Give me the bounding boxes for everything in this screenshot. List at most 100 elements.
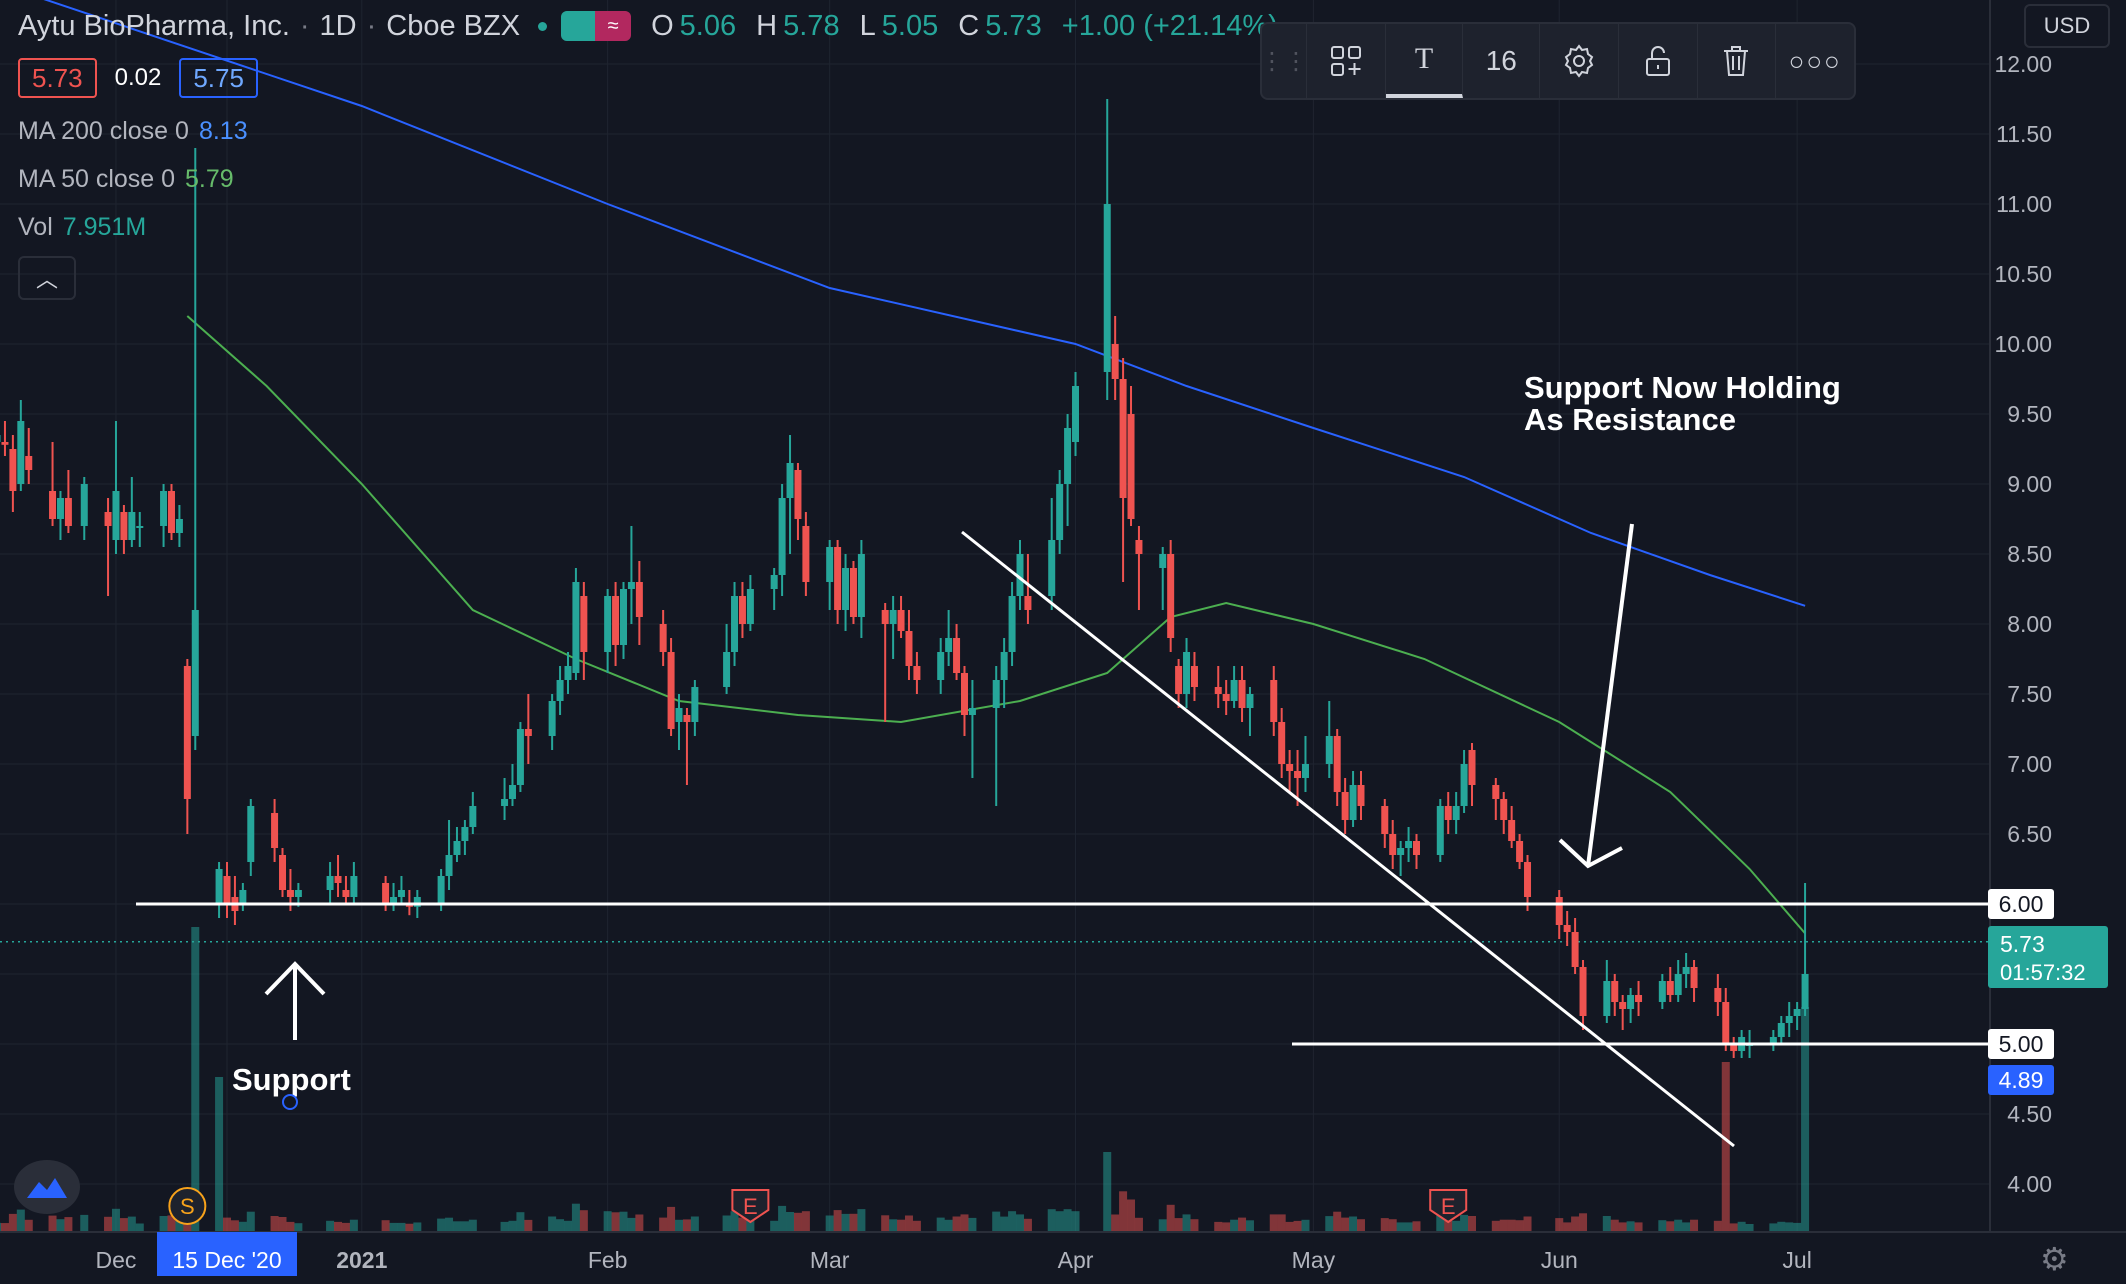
candle [1635, 981, 1643, 1016]
volume-bar [437, 1218, 446, 1232]
volume-bar [1452, 1220, 1461, 1232]
candle [1452, 792, 1460, 834]
time-axis[interactable]: Dec 15 Dec '20 2021 Feb Mar Apr May Jun Jul [0, 1231, 2126, 1276]
candle [913, 652, 921, 694]
candle [953, 624, 961, 680]
candle-body [572, 582, 580, 673]
candle-body [612, 596, 620, 645]
volume-bar [801, 1211, 810, 1232]
candle-body [945, 638, 953, 652]
volume-bar [1222, 1222, 1231, 1232]
candle [1690, 960, 1698, 1002]
templates-icon[interactable] [1307, 24, 1386, 98]
candle [1555, 890, 1563, 939]
volume-legend[interactable]: Vol 7.951M [18, 210, 1284, 244]
collapse-legend-button[interactable]: ︿ [18, 256, 76, 300]
settings-gear-icon[interactable] [1540, 24, 1619, 98]
candle-body [683, 715, 691, 722]
event-marker-label: S [180, 1194, 195, 1219]
volume-bar [468, 1219, 477, 1232]
interval[interactable]: 1D [319, 9, 357, 42]
ask-button[interactable]: 5.75 [179, 58, 258, 98]
candle [1579, 960, 1587, 1030]
candle [1064, 414, 1072, 526]
drag-handle-icon[interactable]: ⋮⋮ [1260, 24, 1308, 98]
current-price-label: 5.73 [2000, 931, 2045, 957]
candle [1, 421, 9, 456]
volume-bar [1777, 1221, 1786, 1232]
symbol-name[interactable]: Aytu BioPharma, Inc. [18, 9, 290, 42]
candle [1119, 358, 1127, 582]
drawings[interactable]: Support Support Now Holding As Resistanc… [136, 370, 1990, 1148]
candle [1111, 316, 1119, 400]
replay-toggle[interactable]: ≈ [561, 11, 632, 41]
price-tick-label: 11.50 [1996, 121, 2052, 147]
split-marker-icon[interactable]: S [168, 1187, 207, 1225]
volume-bar [746, 1216, 755, 1232]
volume-bar [294, 1223, 303, 1232]
volume-bar [1721, 1062, 1730, 1232]
earnings-marker-icon[interactable]: E [1429, 1189, 1468, 1224]
tradingview-logo-icon[interactable] [14, 1160, 80, 1214]
candle [834, 540, 842, 624]
volume-bar [778, 1205, 787, 1232]
ma200-legend[interactable]: MA 200 close 0 8.13 [18, 114, 1284, 148]
earnings-marker-icon[interactable]: E [731, 1189, 770, 1224]
candle-body [1389, 834, 1397, 855]
unlock-icon[interactable] [1619, 24, 1698, 98]
candle [786, 435, 794, 554]
candle [191, 148, 199, 750]
volume-bar [1634, 1222, 1643, 1232]
ma50-legend[interactable]: MA 50 close 0 5.79 [18, 162, 1284, 196]
candle-body [1444, 806, 1452, 820]
font-size-button[interactable]: 16 [1463, 24, 1541, 98]
candle-body [604, 596, 612, 652]
volume-bar [1412, 1221, 1421, 1232]
volume-bar [381, 1220, 390, 1232]
chart-settings-icon[interactable]: ⚙ [2040, 1241, 2069, 1277]
volume-bar [730, 1211, 739, 1232]
candle-body [556, 680, 564, 701]
candle-body [953, 638, 961, 673]
candle [25, 428, 33, 484]
candle-body [548, 701, 556, 736]
currency-button[interactable]: USD [2024, 4, 2110, 48]
volume-bar [825, 1215, 834, 1232]
candle [1357, 771, 1365, 820]
candle-body [1508, 820, 1516, 841]
candle-body [1103, 204, 1111, 372]
text-tool-icon[interactable]: T [1385, 24, 1464, 98]
trash-icon[interactable] [1698, 24, 1777, 98]
candle-body [627, 582, 635, 589]
candle-body [294, 890, 302, 897]
candle [746, 575, 754, 631]
volume-bar [1602, 1216, 1611, 1232]
candle [1333, 729, 1341, 806]
more-options-icon[interactable]: ○○○ [1788, 45, 1842, 76]
candle [1167, 540, 1175, 652]
candle [794, 463, 802, 540]
candle [453, 827, 461, 862]
candle-body [461, 827, 469, 841]
candle [635, 561, 643, 645]
volume-bar [159, 1216, 168, 1232]
candle-body [1777, 1023, 1785, 1037]
candle [889, 596, 897, 659]
candle-body [794, 470, 802, 519]
time-tick-label: Jun [1541, 1247, 1578, 1273]
downtrend-line[interactable] [961, 530, 1735, 1148]
volume-bar [1729, 1223, 1738, 1232]
candle-body [1730, 1044, 1738, 1051]
candle [881, 603, 889, 722]
candle-body [1214, 687, 1222, 694]
candle [1278, 708, 1286, 778]
bid-button[interactable]: 5.73 [18, 58, 97, 98]
volume-bar [1571, 1216, 1580, 1232]
event-marker-label: E [1441, 1194, 1456, 1219]
candle-body [437, 876, 445, 904]
candle-body [913, 666, 921, 680]
candle-body [334, 876, 342, 883]
ma200-value: 8.13 [198, 116, 248, 145]
